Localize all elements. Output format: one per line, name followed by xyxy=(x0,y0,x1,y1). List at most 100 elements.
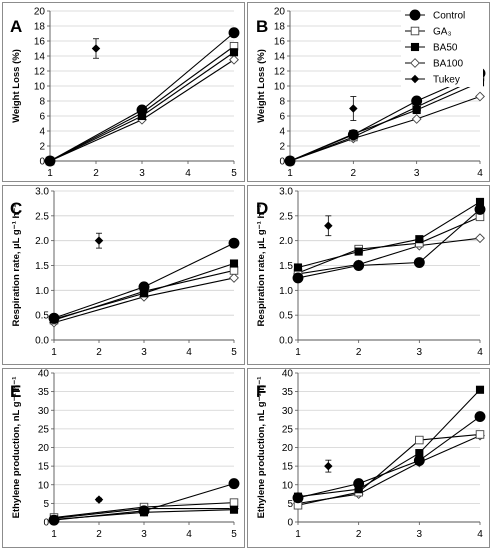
panel-frame xyxy=(2,368,245,548)
y-tick-label: 0.0 xyxy=(279,336,293,347)
panel-letter: C xyxy=(10,199,22,218)
legend-item: BA100 xyxy=(405,58,463,70)
series-line xyxy=(297,237,481,275)
x-tick-label: 1 xyxy=(47,168,53,179)
data-point xyxy=(474,411,486,423)
series-line xyxy=(297,201,481,269)
tukey-point xyxy=(324,221,333,231)
tukey-point xyxy=(324,461,333,471)
x-tick-label: 4 xyxy=(477,168,483,179)
legend-label: BA50 xyxy=(433,43,458,54)
y-tick-label: 35 xyxy=(38,387,50,398)
y-tick-label: 40 xyxy=(38,369,50,380)
legend-marker xyxy=(409,9,421,21)
x-tick-label: 5 xyxy=(231,168,237,179)
legend-item: BA50 xyxy=(405,43,458,54)
series-line xyxy=(297,416,481,499)
series-line xyxy=(297,208,481,279)
y-tick-label: 30 xyxy=(282,406,294,417)
panel-letter: B xyxy=(256,17,268,36)
legend-marker xyxy=(410,74,420,84)
y-tick-label: 10 xyxy=(38,480,50,491)
data-point xyxy=(413,257,425,268)
y-tick-label: 8 xyxy=(279,97,285,108)
data-point xyxy=(229,48,239,57)
data-point xyxy=(292,272,304,284)
data-point xyxy=(229,498,239,507)
data-point xyxy=(353,478,365,490)
x-tick-label: 1 xyxy=(295,347,301,358)
y-axis-label: Weight Loss (%) xyxy=(256,49,267,123)
panel-f: 0 5 10 15 20 25 30 35 40 1 2 3 4 Ethylene production,… xyxy=(247,368,490,548)
x-tick-label: 2 xyxy=(96,347,102,358)
x-tick-label: 3 xyxy=(139,168,145,179)
y-tick-label: 15 xyxy=(38,462,50,473)
x-tick-label: 3 xyxy=(417,347,423,358)
tukey-point xyxy=(94,236,104,245)
y-tick-label: 2 xyxy=(279,142,285,153)
y-tick-label: 0.5 xyxy=(35,311,49,322)
y-tick-label: 2.0 xyxy=(35,236,49,247)
x-tick-label: 3 xyxy=(141,529,147,540)
y-axis-label: Weight Loss (%) xyxy=(11,49,22,123)
x-tick-label: 4 xyxy=(186,529,192,540)
legend-marker xyxy=(410,26,420,36)
y-tick-label: 0 xyxy=(39,157,45,168)
panel-e: 0 5 10 15 20 25 30 35 40 1 2 3 4 5 Ethylene production… xyxy=(2,368,245,548)
panel-letter: A xyxy=(10,17,22,36)
y-axis-label: Respiration rate, µL g⁻¹ h⁻¹ xyxy=(11,205,22,327)
data-point xyxy=(138,505,150,517)
panel-letter: D xyxy=(256,199,268,218)
y-tick-label: 16 xyxy=(274,37,286,48)
data-point xyxy=(412,105,421,115)
data-point xyxy=(48,514,60,526)
y-tick-label: 12 xyxy=(274,67,286,78)
y-axis-label: Ethylene production, nL g⁻¹ h⁻¹ xyxy=(256,377,267,519)
panel-frame xyxy=(2,2,245,182)
data-point xyxy=(229,505,239,514)
data-point xyxy=(284,155,296,167)
y-tick-label: 3.0 xyxy=(35,187,49,198)
y-tick-label: 10 xyxy=(34,82,46,93)
series-line xyxy=(297,435,481,504)
data-point xyxy=(228,478,240,490)
data-point xyxy=(136,104,148,116)
x-tick-label: 4 xyxy=(477,347,483,358)
data-point xyxy=(411,114,422,124)
y-tick-label: 40 xyxy=(282,369,294,380)
tukey-point xyxy=(94,495,104,504)
data-point xyxy=(48,312,60,324)
y-tick-label: 2.0 xyxy=(279,236,293,247)
y-tick-label: 0 xyxy=(287,518,293,529)
y-tick-label: 25 xyxy=(38,424,50,435)
data-point xyxy=(228,27,240,39)
legend-label: Tukey xyxy=(433,75,460,86)
data-point xyxy=(475,385,485,394)
y-tick-label: 16 xyxy=(34,37,46,48)
y-tick-label: 5 xyxy=(43,499,49,510)
y-tick-label: 6 xyxy=(39,112,45,123)
y-axis-label: Ethylene production, nL g⁻¹ h⁻¹ xyxy=(11,377,22,519)
panel-letter: F xyxy=(256,382,266,401)
data-point xyxy=(415,235,424,244)
y-tick-label: 0.0 xyxy=(35,336,49,347)
y-tick-label: 10 xyxy=(282,480,294,491)
legend-marker xyxy=(410,58,420,68)
tukey-point xyxy=(349,104,358,113)
y-tick-label: 20 xyxy=(34,7,46,18)
legend-label: BA100 xyxy=(433,59,463,70)
data-point xyxy=(138,281,150,293)
x-tick-label: 3 xyxy=(414,168,420,179)
x-tick-label: 5 xyxy=(231,347,237,358)
y-tick-label: 25 xyxy=(282,424,294,435)
legend-label: Control xyxy=(433,11,465,22)
y-tick-label: 5 xyxy=(287,499,293,510)
y-tick-label: 20 xyxy=(38,443,50,454)
y-tick-label: 14 xyxy=(274,52,286,63)
data-point xyxy=(229,266,239,275)
x-tick-label: 2 xyxy=(356,529,362,540)
y-tick-label: 1.0 xyxy=(35,286,49,297)
data-point xyxy=(347,129,359,141)
x-tick-label: 4 xyxy=(186,347,192,358)
x-tick-label: 2 xyxy=(356,347,362,358)
